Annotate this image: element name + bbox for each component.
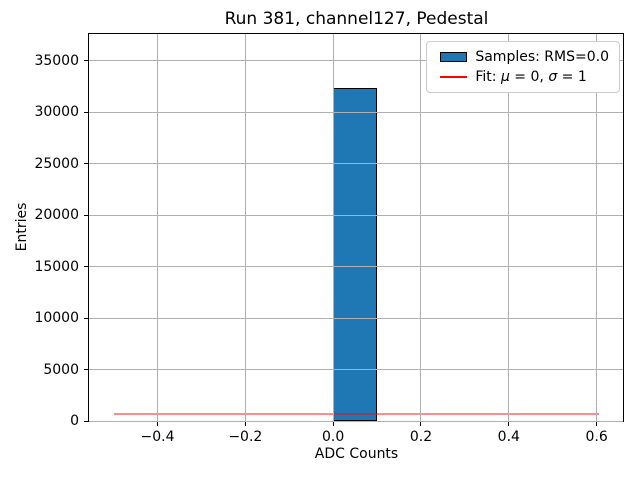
fit-label-part: = 1 [557, 69, 587, 85]
fit-line [113, 413, 599, 415]
y-tick-label: 30000 [34, 104, 79, 121]
y-tick-mark [84, 60, 89, 62]
x-axis-label: ADC Counts [314, 446, 399, 462]
y-gridline [89, 317, 623, 319]
y-tick-mark [84, 317, 89, 319]
x-gridline [157, 34, 158, 421]
legend-entry-samples: Samples: RMS=0.0 [440, 47, 609, 67]
fit-line-swatch-icon [440, 76, 468, 78]
y-tick-mark [84, 369, 89, 370]
y-tick-mark [84, 163, 89, 165]
y-tick-label: 15000 [34, 258, 79, 275]
x-tick-label: 0.2 [409, 429, 433, 445]
y-gridline [89, 420, 623, 422]
histogram-bar [333, 88, 378, 421]
fit-label-part: Fit: [475, 69, 501, 85]
fit-label: Fit: μ = 0, σ = 1 [475, 69, 586, 85]
y-gridline [89, 111, 623, 113]
y-tick-mark [84, 420, 89, 422]
x-tick-label: 0.6 [585, 429, 608, 445]
x-gridline [508, 34, 510, 421]
legend-entry-fit: Fit: μ = 0, σ = 1 [440, 67, 609, 87]
fit-label-mu: μ [500, 69, 510, 85]
chart-title: Run 381, channel127, Pedestal [224, 9, 489, 29]
y-tick-mark [84, 214, 89, 216]
x-tick-label: 0.0 [322, 429, 345, 445]
y-tick-mark [84, 266, 89, 268]
y-tick-label: 20000 [34, 207, 79, 224]
x-tick-mark [508, 421, 510, 426]
samples-swatch-icon [440, 52, 468, 62]
x-tick-mark [596, 421, 598, 426]
x-tick-mark [244, 421, 246, 426]
x-gridline [596, 34, 598, 421]
x-tick-mark [332, 421, 334, 426]
y-tick-label: 5000 [43, 361, 79, 378]
x-tick-label: −0.4 [140, 429, 175, 445]
y-gridline [89, 369, 623, 370]
fit-label-part: = 0, [509, 69, 549, 85]
fit-label-sigma: σ [548, 69, 558, 85]
x-gridline [332, 34, 334, 421]
y-tick-label: 0 [70, 413, 79, 429]
y-tick-label: 35000 [34, 52, 79, 69]
y-tick-label: 10000 [34, 310, 79, 327]
x-tick-label: 0.4 [497, 429, 520, 445]
y-tick-mark [84, 111, 89, 113]
y-gridline [89, 60, 623, 62]
plot-area: Samples: RMS=0.0 Fit: μ = 0, σ = 1 −0.4 −… [34, 33, 624, 445]
x-tick-mark [420, 421, 422, 426]
y-axis-label: Entries [14, 202, 30, 252]
y-gridline [89, 266, 623, 268]
legend: Samples: RMS=0.0 Fit: μ = 0, σ = 1 [426, 41, 620, 93]
y-tick-label: 25000 [34, 155, 79, 172]
x-gridline [420, 34, 422, 421]
x-tick-mark [157, 421, 158, 426]
y-gridline [89, 214, 623, 216]
x-tick-label: −0.2 [228, 429, 263, 445]
y-gridline [89, 163, 623, 165]
x-gridline [244, 34, 246, 421]
samples-label: Samples: RMS=0.0 [475, 49, 609, 65]
